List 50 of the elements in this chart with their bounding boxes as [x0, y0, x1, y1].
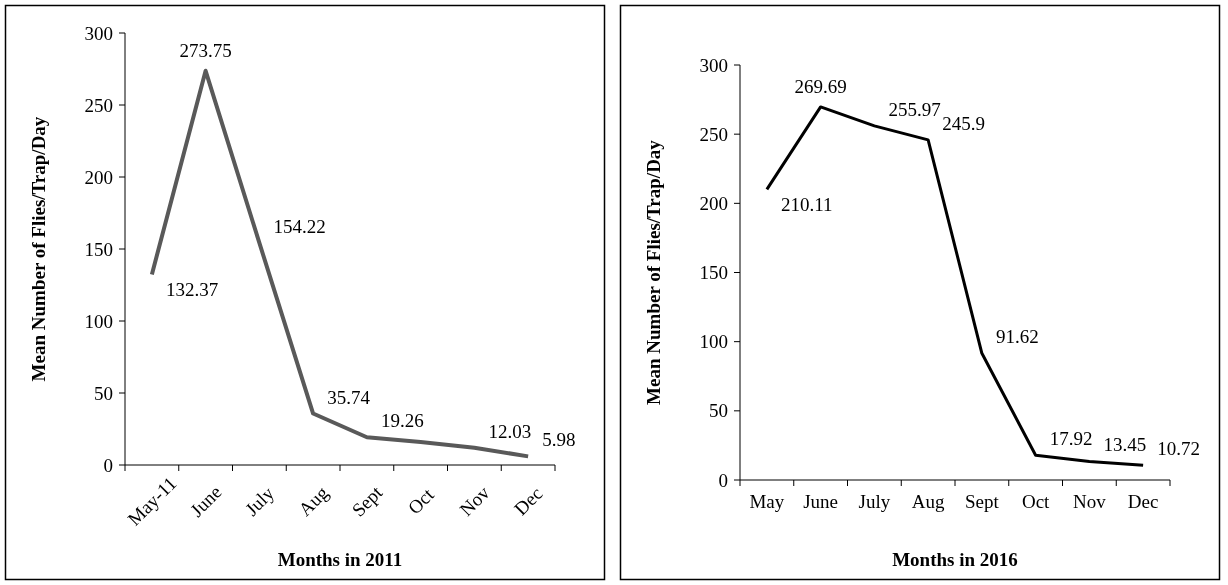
y-axis-title: Mean Number of Flies/Trap/Day — [643, 139, 664, 405]
y-tick-label: 50 — [94, 382, 113, 404]
data-label: 12.03 — [488, 420, 532, 442]
x-tick-label: Nov — [455, 481, 494, 521]
data-label: 91.62 — [995, 326, 1039, 348]
x-tick-label: Sept — [347, 481, 387, 521]
y-tick-label: 300 — [699, 54, 728, 76]
line-series — [149, 68, 531, 459]
x-tick-label: Oct — [1021, 491, 1051, 512]
x-tick-label: May — [749, 491, 785, 512]
x-tick-label: Aug — [294, 481, 333, 521]
data-label: 255.97 — [888, 98, 941, 120]
y-tick-label: 250 — [84, 94, 113, 116]
y-axis-title: Mean Number of Flies/Trap/Day — [28, 116, 49, 382]
data-label: 19.26 — [380, 410, 424, 432]
data-label: 269.69 — [794, 75, 847, 97]
x-tick-label: Sept — [964, 491, 1000, 512]
y-tick-label: 0 — [103, 454, 113, 476]
line-series — [765, 105, 1145, 467]
y-tick-label: 150 — [699, 262, 728, 284]
x-axis-title: Months in 2011 — [277, 549, 403, 570]
x-axis-title: Months in 2016 — [892, 549, 1018, 570]
y-tick-label: 300 — [84, 22, 113, 44]
data-label: 132.37 — [165, 279, 219, 301]
x-tick-label: Nov — [1073, 491, 1107, 512]
data-label: 210.11 — [780, 194, 833, 216]
x-tick-label: June — [185, 481, 226, 521]
y-tick-label: 200 — [699, 192, 728, 214]
y-tick-label: 150 — [84, 238, 113, 260]
y-tick-label: 250 — [699, 123, 728, 145]
data-label: 245.9 — [942, 112, 985, 134]
x-tick-label: Dec — [509, 482, 547, 520]
x-tick-label: June — [803, 491, 839, 512]
y-tick-label: 0 — [718, 469, 728, 491]
data-label: 10.72 — [1157, 438, 1200, 460]
data-label: 5.98 — [542, 429, 576, 451]
data-label: 273.75 — [179, 39, 232, 61]
data-label: 35.74 — [327, 386, 371, 408]
x-tick-label: Aug — [911, 491, 945, 512]
y-tick-label: 100 — [699, 331, 728, 353]
y-tick-label: 200 — [84, 166, 113, 188]
data-label: 154.22 — [273, 215, 326, 237]
x-tick-label: July — [858, 491, 891, 512]
x-tick-label: Oct — [403, 483, 439, 519]
data-label: 13.45 — [1103, 434, 1147, 456]
y-tick-label: 100 — [84, 310, 113, 332]
data-label: 17.92 — [1049, 428, 1093, 450]
x-tick-label: Dec — [1127, 491, 1159, 512]
x-tick-label: July — [240, 482, 279, 520]
y-tick-label: 50 — [709, 400, 728, 422]
